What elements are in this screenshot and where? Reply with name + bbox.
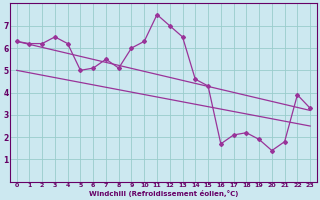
X-axis label: Windchill (Refroidissement éolien,°C): Windchill (Refroidissement éolien,°C) [89,190,238,197]
